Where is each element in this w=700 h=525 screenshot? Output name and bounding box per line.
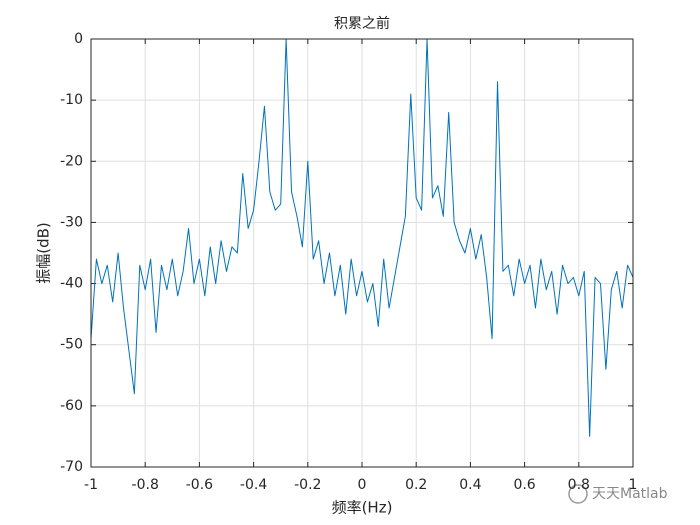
chart-title: 积累之前 xyxy=(334,15,390,32)
x-tick-label: 0.8 xyxy=(568,477,590,493)
x-tick-label: -0.8 xyxy=(132,477,159,493)
watermark-icon xyxy=(568,484,588,504)
x-tick-label: 0 xyxy=(358,477,367,493)
x-tick-label: 1 xyxy=(629,477,638,493)
data-line xyxy=(90,38,634,437)
watermark: 天天Matlab xyxy=(568,484,668,504)
x-tick-label: 0.2 xyxy=(405,477,427,493)
y-tick-label: 0 xyxy=(74,31,83,47)
y-tick-label: -70 xyxy=(60,459,83,475)
y-tick-label: -50 xyxy=(60,337,83,353)
y-tick-label: -10 xyxy=(60,92,83,108)
x-axis-label: 频率(Hz) xyxy=(332,499,393,517)
y-tick-label: -30 xyxy=(60,214,83,230)
x-tick-label: -0.2 xyxy=(294,477,321,493)
x-tick-label: 0.4 xyxy=(459,477,481,493)
x-tick-label: -0.4 xyxy=(240,477,267,493)
y-tick-label: -60 xyxy=(60,398,83,414)
x-tick-label: -0.6 xyxy=(186,477,213,493)
x-tick-label: -1 xyxy=(84,477,98,493)
axes-box xyxy=(90,38,634,468)
y-tick-label: -40 xyxy=(60,276,83,292)
watermark-text: 天天Matlab xyxy=(592,486,668,502)
y-axis-label: 振幅(dB) xyxy=(35,222,53,284)
y-tick-label: -20 xyxy=(60,153,83,169)
x-tick-label: 0.6 xyxy=(513,477,535,493)
